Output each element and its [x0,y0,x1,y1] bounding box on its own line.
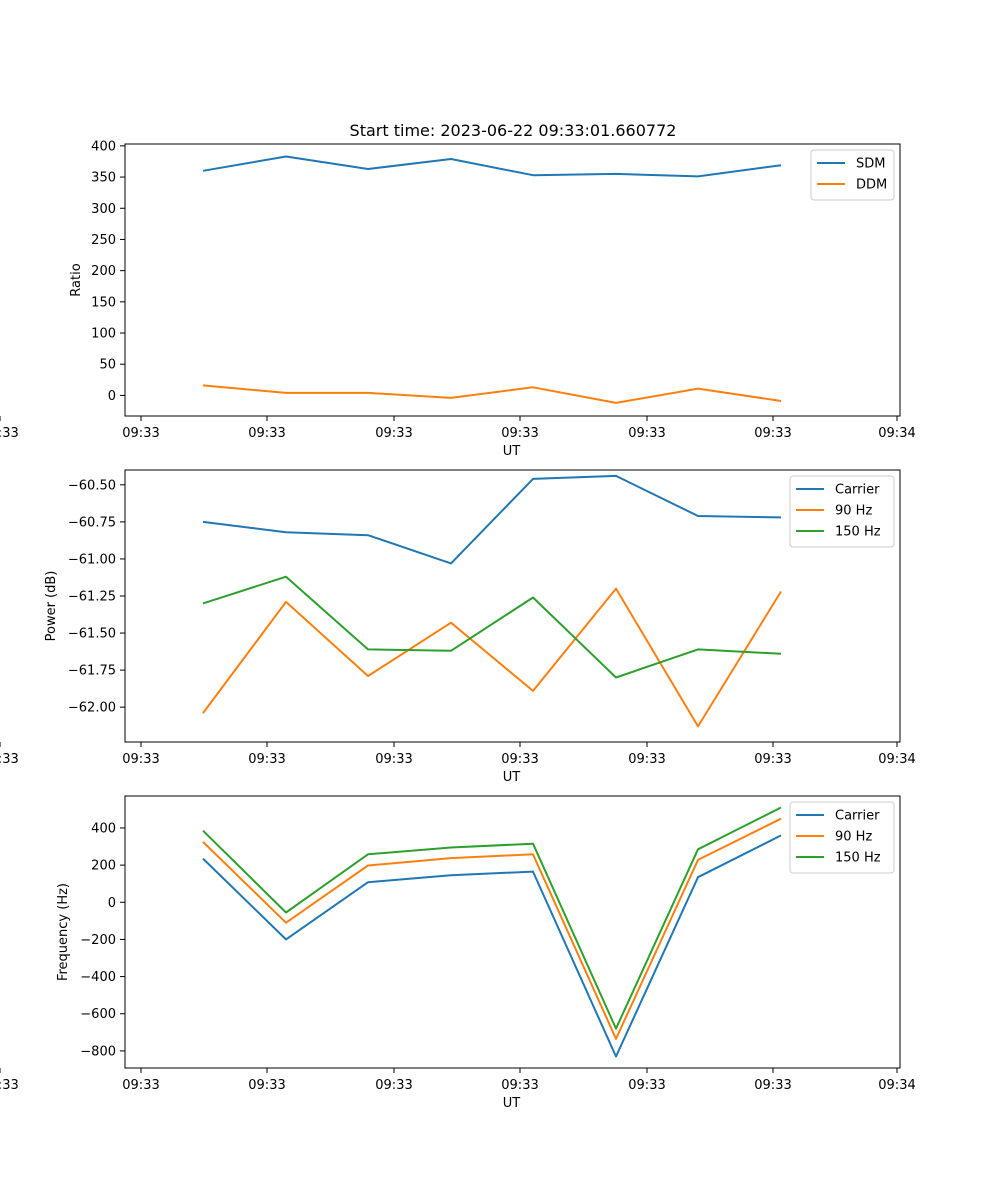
legend-box [789,801,895,874]
y-tick-label: 50 [99,358,116,373]
y-tick-label: −61.25 [68,589,116,604]
panel-1: 09:33 09:33 09:33 09:33 09:33 09:33 09:33 09:34… [0,139,916,459]
x-tick-label: 09:33 [501,426,538,441]
series-line-90-hz [202,817,782,1040]
x-tick-label: 09:33 [628,752,665,767]
y-tick-label: 200 [91,264,116,279]
series-line-150-hz [202,806,782,1030]
y-tick-label: −61.00 [68,552,116,567]
y-tick-label: 400 [91,139,116,154]
y-tick-label: 0 [108,896,116,911]
x-tick-label: 09:33 [375,1078,412,1093]
y-tick-label: −200 [80,933,116,948]
x-tick-label: 09:33 [0,752,19,767]
legend-label: 150 Hz [835,851,881,866]
y-tick-label: −800 [80,1044,116,1059]
y-tick-label: −61.75 [68,664,116,679]
x-tick-label: 09:33 [754,426,791,441]
x-tick-label: 09:33 [754,1078,791,1093]
y-tick-label: 300 [91,202,116,217]
legend-label: Carrier [835,483,880,498]
x-tick-label: 09:33 [628,426,665,441]
y-tick-label: −600 [80,1007,116,1022]
y-tick-label: 400 [91,821,116,836]
legend: SDM DDM [810,149,895,201]
figure-title: Start time: 2023-06-22 09:33:01.660772 [350,121,677,140]
y-axis-label: Frequency (Hz) [56,883,71,981]
x-tick-label: 09:33 [248,1078,285,1093]
y-tick-label: −62.00 [68,701,116,716]
x-tick-label: 09:33 [375,752,412,767]
y-tick-label: −61.50 [68,627,116,642]
legend-label: 90 Hz [835,830,872,845]
x-tick-label: 09:33 [122,1078,159,1093]
series-line-90-hz [202,587,782,728]
y-tick-label: 200 [91,859,116,874]
y-tick-label: −400 [80,970,116,985]
x-tick-label: 09:33 [501,752,538,767]
series-line-carrier [202,474,782,565]
x-tick-label: 09:33 [501,1078,538,1093]
x-axis-label: UT [503,1096,521,1111]
x-tick-label: 09:33 [122,426,159,441]
y-tick-label: −60.75 [68,515,116,530]
x-axis-label: UT [503,770,521,785]
x-tick-label: 09:33 [0,426,19,441]
series-line-150-hz [202,575,782,679]
legend: Carrier 90 Hz 150 Hz [789,801,895,874]
x-tick-label: 09:33 [248,752,285,767]
legend-label: SDM [856,157,885,172]
x-tick-label: 09:33 [754,752,791,767]
y-tick-label: 150 [91,295,116,310]
x-tick-label: 09:33 [375,426,412,441]
y-axis-label: Ratio [69,263,84,296]
series-line-carrier [202,834,782,1058]
x-tick-label: 09:33 [248,426,285,441]
axes-frame [124,469,901,743]
legend-label: 90 Hz [835,504,872,519]
x-tick-label: 09:34 [878,1078,915,1093]
y-tick-label: 250 [91,233,116,248]
legend-label: Carrier [835,809,880,824]
series-line-sdm [202,155,782,178]
axes-frame [124,143,901,417]
axes-frame [124,795,901,1069]
panel-2: 09:33 09:33 09:33 09:33 09:33 09:33 09:33 09:34… [0,469,916,785]
y-tick-label: 100 [91,327,116,342]
y-axis-label: Power (dB) [44,571,59,642]
x-tick-label: 09:33 [122,752,159,767]
legend: Carrier 90 Hz 150 Hz [789,475,895,548]
y-tick-label: −60.50 [68,478,116,493]
legend-box [789,475,895,548]
x-tick-label: 09:34 [878,426,915,441]
x-tick-label: 09:34 [878,752,915,767]
x-tick-label: 09:33 [628,1078,665,1093]
panel-3: 09:33 09:33 09:33 09:33 09:33 09:33 09:33 09:34… [0,795,916,1111]
chart-panels: 09:33 09:33 09:33 09:33 09:33 09:33 09:33 09:34… [0,139,916,1111]
legend-label: 150 Hz [835,525,881,540]
x-tick-label: 09:33 [0,1078,19,1093]
y-tick-label: 0 [108,389,116,404]
series-line-ddm [202,384,782,404]
y-tick-label: 350 [91,171,116,186]
legend-label: DDM [856,178,887,193]
x-axis-label: UT [503,444,521,459]
